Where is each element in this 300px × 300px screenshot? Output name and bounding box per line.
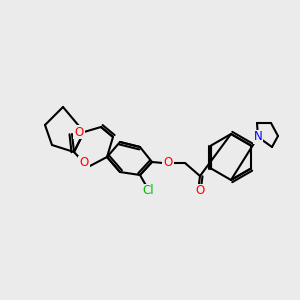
Text: Cl: Cl [142,184,154,197]
Text: O: O [80,157,88,169]
Text: N: N [254,130,262,143]
Text: O: O [74,125,84,139]
Text: O: O [195,184,205,197]
Text: O: O [164,157,172,169]
